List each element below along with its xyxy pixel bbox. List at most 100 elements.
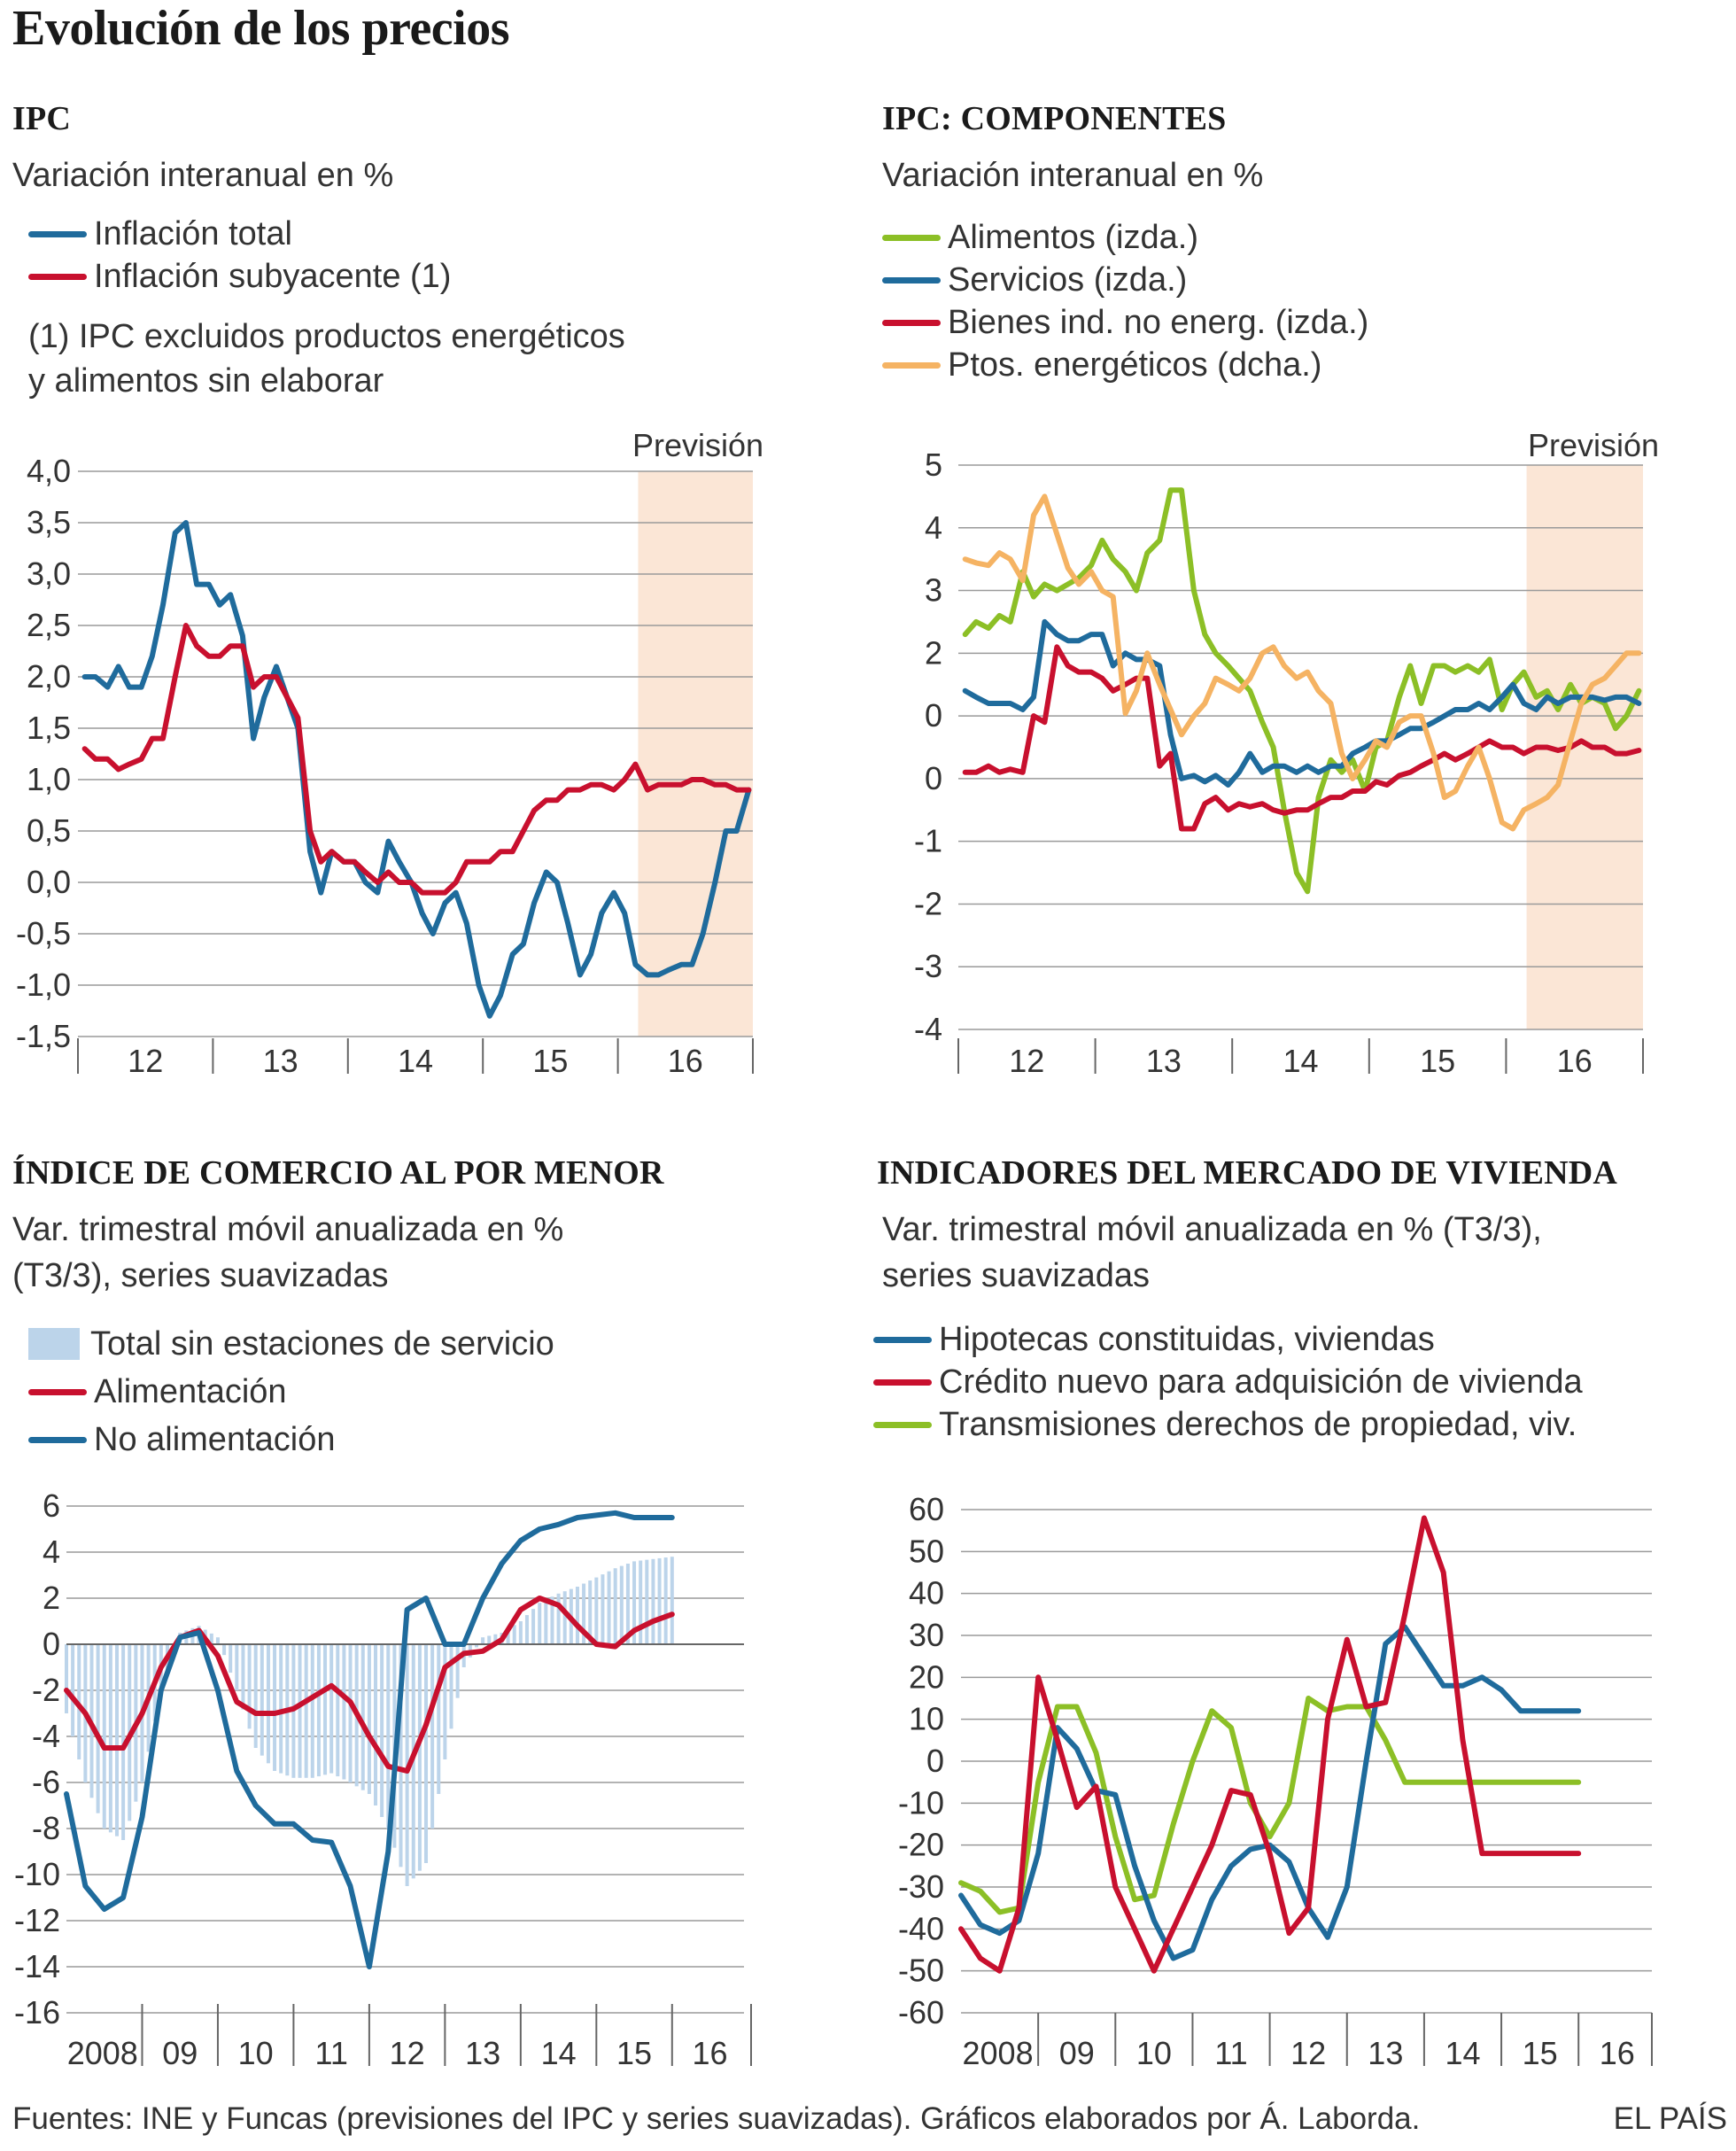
ipc-y-tick-label: 0,5 <box>27 812 71 849</box>
retail-bar <box>531 1609 536 1644</box>
ipc-series-1 <box>81 623 752 896</box>
housing-title: INDICADORES DEL MERCADO DE VIVIENDA <box>877 1154 1618 1192</box>
retail-bar <box>481 1637 485 1644</box>
retail-bar <box>506 1628 510 1644</box>
retail-bar <box>544 1599 548 1644</box>
retail-bar <box>607 1571 611 1644</box>
comp-y-tick-label: 4 <box>925 509 942 546</box>
comp-y-tick-label: 2 <box>925 634 942 671</box>
retail-x-tick-label: 2008 <box>67 2035 138 2071</box>
retail-bar <box>594 1577 599 1644</box>
legend-label: Inflación subyacente (1) <box>94 257 452 295</box>
legend-label: Servicios (izda.) <box>948 260 1188 299</box>
legend-swatch-green <box>882 234 941 241</box>
retail-x-tick-label: 12 <box>390 2035 425 2071</box>
legend-item-bienes: Bienes ind. no energ. (izda.) <box>882 301 1368 344</box>
legend-label: Inflación total <box>94 214 292 252</box>
legend-item-inflacion-total: Inflación total <box>28 213 451 255</box>
housing-y-tick-label: 60 <box>909 1491 944 1527</box>
legend-swatch-green <box>873 1421 932 1428</box>
comp-title: IPC: COMPONENTES <box>882 100 1227 137</box>
retail-bar <box>575 1587 579 1644</box>
legend-item-transmisiones: Transmisiones derechos de propiedad, viv… <box>873 1403 1583 1446</box>
retail-bar <box>342 1644 346 1780</box>
housing-subtitle: Var. trimestral móvil anualizada en % (T… <box>882 1207 1542 1299</box>
comp-y-tick-label: -4 <box>914 1011 942 1047</box>
ipc-y-tick-label: 1,0 <box>27 761 71 797</box>
legend-label: Alimentos (izda.) <box>948 218 1198 256</box>
ipc-subtitle: Variación interanual en % <box>12 157 394 194</box>
retail-bar <box>235 1644 239 1690</box>
retail-subtitle-line2: (T3/3), series suavizadas <box>12 1257 389 1294</box>
retail-bar <box>380 1644 384 1817</box>
housing-y-tick-label: -50 <box>898 1953 944 1989</box>
ipc-y-tick-label: 3,5 <box>27 504 71 540</box>
retail-bar <box>273 1644 277 1771</box>
comp-y-tick-label: 5 <box>925 447 942 483</box>
retail-bar <box>550 1596 554 1644</box>
retail-bar <box>430 1644 435 1829</box>
housing-y-tick-label: 20 <box>909 1658 944 1695</box>
retail-bar <box>323 1644 328 1775</box>
housing-y-tick-label: 10 <box>909 1701 944 1737</box>
retail-bar <box>108 1644 112 1833</box>
ipc-forecast-band <box>638 471 753 1037</box>
ipc-x-tick-label: 13 <box>263 1043 298 1079</box>
retail-bar <box>114 1644 119 1837</box>
legend-item-credito: Crédito nuevo para adquisición de vivien… <box>873 1361 1583 1403</box>
comp-series-3 <box>962 493 1642 832</box>
legend-item-hipotecas: Hipotecas constituidas, viviendas <box>873 1318 1583 1361</box>
housing-y-tick-label: -30 <box>898 1868 944 1905</box>
retail-bar <box>229 1644 233 1673</box>
legend-label: Alimentación <box>94 1372 287 1410</box>
ipc-y-tick-label: -0,5 <box>16 915 71 951</box>
ipc-legend: Inflación total Inflación subyacente (1) <box>28 213 451 298</box>
ipc-x-tick-label: 15 <box>532 1043 568 1079</box>
retail-bar <box>247 1644 252 1729</box>
retail-bar <box>556 1593 561 1644</box>
retail-x-tick-label: 13 <box>465 2035 500 2071</box>
retail-bar <box>316 1644 321 1777</box>
housing-x-tick-label: 15 <box>1523 2035 1558 2071</box>
legend-item-servicios: Servicios (izda.) <box>882 259 1368 301</box>
retail-y-tick-label: 2 <box>43 1580 60 1616</box>
retail-bar <box>304 1644 308 1778</box>
legend-label: Bienes ind. no energ. (izda.) <box>948 303 1369 341</box>
housing-y-tick-label: 50 <box>909 1533 944 1569</box>
retail-bar <box>266 1644 270 1764</box>
ipc-y-tick-label: 4,0 <box>27 453 71 489</box>
comp-y-tick-label: 0 <box>925 760 942 796</box>
housing-x-tick-label: 13 <box>1368 2035 1403 2071</box>
ipc-y-tick-label: 2,5 <box>27 607 71 643</box>
retail-bar <box>518 1621 523 1644</box>
ipc-title: IPC <box>12 100 72 137</box>
comp-x-tick-label: 12 <box>1009 1043 1044 1079</box>
housing-legend: Hipotecas constituidas, viviendas Crédit… <box>873 1318 1583 1446</box>
retail-bar <box>538 1603 542 1644</box>
retail-bar <box>215 1637 220 1644</box>
retail-bar <box>222 1644 227 1656</box>
legend-swatch-bars <box>28 1328 80 1360</box>
housing-y-tick-label: -10 <box>898 1784 944 1821</box>
legend-label: Total sin estaciones de servicio <box>90 1324 554 1363</box>
retail-bar <box>336 1644 340 1777</box>
retail-y-tick-label: -4 <box>32 1718 60 1754</box>
housing-series-1 <box>958 1515 1582 1974</box>
retail-bar <box>443 1644 447 1759</box>
retail-bar <box>386 1644 391 1829</box>
retail-bar <box>71 1644 75 1736</box>
retail-bar <box>260 1644 264 1756</box>
comp-legend: Alimentos (izda.) Servicios (izda.) Bien… <box>882 216 1368 386</box>
retail-y-tick-label: 0 <box>43 1626 60 1662</box>
ipc-x-tick-label: 12 <box>128 1043 163 1079</box>
legend-swatch-blue <box>882 276 941 283</box>
housing-x-tick-label: 11 <box>1214 2035 1247 2071</box>
retail-x-tick-label: 14 <box>541 2035 577 2071</box>
page-title: Evolución de los precios <box>12 1 510 56</box>
housing-y-tick-label: -40 <box>898 1910 944 1946</box>
legend-swatch-orange <box>882 361 941 369</box>
housing-y-tick-label: -20 <box>898 1827 944 1863</box>
housing-x-tick-label: 16 <box>1600 2035 1635 2071</box>
housing-x-tick-label: 2008 <box>963 2035 1034 2071</box>
